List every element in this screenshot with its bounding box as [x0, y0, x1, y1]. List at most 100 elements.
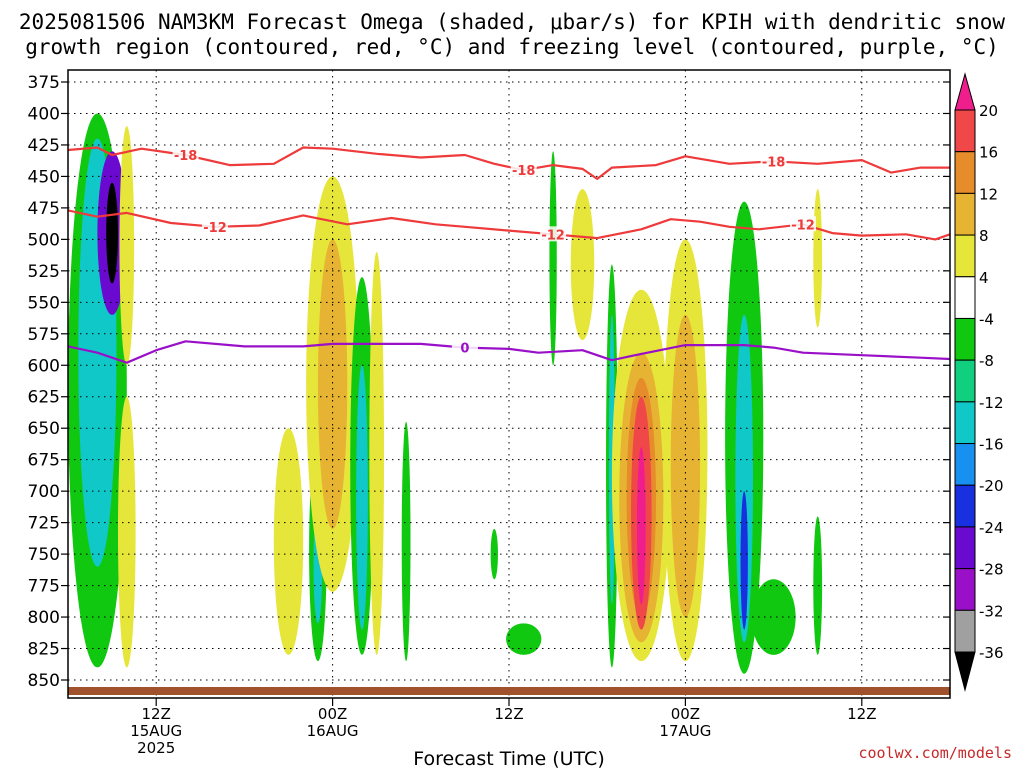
contour-label-bg	[202, 218, 228, 234]
colorbar-box	[954, 526, 976, 570]
x-tick-label: 12Z	[142, 705, 171, 723]
colorbar-tick-label: -4	[979, 310, 994, 328]
x-tick-label: 15AUG	[130, 722, 182, 740]
x-tick-label: 16AUG	[307, 722, 359, 740]
colorbar-box	[954, 234, 976, 278]
contour-label-bg	[510, 162, 537, 178]
x-tick-label: 00Z	[318, 705, 347, 723]
y-tick-label: 700	[28, 482, 60, 502]
contour-label-bg	[790, 216, 816, 232]
y-tick-label: 575	[28, 325, 60, 345]
chart-title-line2: growth region (contoured, red, °C) and f…	[25, 35, 999, 59]
contour-label: -12	[791, 218, 815, 233]
y-tick-label: 425	[28, 136, 60, 156]
x-tick-label: 2025	[137, 739, 175, 757]
omega-cell	[549, 151, 557, 366]
colorbar-tick-label: 4	[979, 269, 989, 287]
omega-cell	[273, 428, 304, 655]
colorbar-box	[954, 151, 976, 194]
colorbar-box	[954, 192, 976, 236]
colorbar-tick-label: -36	[979, 644, 1004, 662]
y-axis-ticks: 375 400 425 450 475 500 525 550 575 600 625 650 675 7…	[28, 73, 950, 691]
y-tick-label: 475	[28, 199, 60, 219]
omega-cell	[813, 189, 823, 328]
y-tick-label: 400	[28, 104, 60, 124]
contour-label-bg	[540, 226, 567, 242]
y-tick-label: 525	[28, 262, 60, 282]
colorbar-box	[954, 359, 976, 403]
contour-label: 0	[460, 342, 469, 357]
colorbar-box	[954, 443, 976, 486]
omega-cell	[740, 491, 748, 630]
x-tick-label: 00Z	[671, 705, 700, 723]
x-tick-label: 12Z	[494, 705, 523, 723]
contour-label: -12	[541, 228, 565, 243]
colorbar-tick-label: 8	[979, 227, 989, 245]
temperature-contours: -18 -18 -18 -12 -12 -12 0	[68, 146, 950, 364]
y-tick-label: 450	[28, 167, 60, 187]
omega-cell	[506, 623, 542, 655]
colorbar-box	[954, 109, 976, 153]
y-tick-label: 550	[28, 293, 60, 313]
chart-title-line1: 2025081506 NAM3KM Forecast Omega (shaded…	[19, 10, 1006, 34]
omega-cell	[317, 239, 348, 529]
colorbar-top-arrow	[954, 72, 976, 111]
colorbar-tick-label: -20	[979, 477, 1004, 495]
omega-cell	[670, 314, 701, 618]
contour-label-bg	[760, 153, 787, 169]
omega-cell	[735, 314, 754, 643]
colorbar-box	[954, 401, 976, 445]
y-tick-label: 850	[28, 671, 60, 691]
y-tick-label: 725	[28, 514, 60, 534]
y-tick-label: 750	[28, 545, 60, 565]
contour-label: -12	[203, 221, 227, 236]
colorbar-box	[954, 317, 976, 361]
omega-cell	[401, 421, 411, 662]
contour-label: -18	[762, 155, 786, 170]
contour-label-bg	[172, 147, 199, 163]
colorbar-box	[954, 484, 976, 528]
colorbar-tick-label: -32	[979, 602, 1004, 620]
x-tick-label: 17AUG	[659, 722, 711, 740]
omega-cell	[119, 126, 135, 366]
y-tick-label: 825	[28, 640, 60, 660]
contour-label-bg	[451, 339, 478, 355]
y-tick-label: 375	[28, 73, 60, 93]
colorbar-tick-label: 16	[979, 144, 998, 162]
omega-cell	[636, 447, 646, 605]
colorbar-tick-label: -28	[979, 561, 1004, 579]
y-tick-label: 625	[28, 388, 60, 408]
freezing-level-line	[68, 340, 950, 364]
contour-label: -18	[174, 149, 198, 164]
omega-cell	[356, 365, 368, 630]
y-tick-label: 800	[28, 608, 60, 628]
colorbar-box	[954, 276, 976, 319]
colorbar-tick-label: 20	[979, 102, 998, 120]
colorbar-tick-label: -12	[979, 394, 1004, 412]
x-axis-label: Forecast Time (UTC)	[413, 748, 604, 768]
colorbar-tick-label: -16	[979, 436, 1004, 454]
colorbar-bottom-arrow	[954, 651, 976, 692]
dgz-contour-line	[68, 146, 950, 180]
omega-shading	[68, 113, 823, 674]
omega-cell	[106, 182, 118, 284]
colorbar-box	[954, 609, 976, 653]
y-tick-label: 600	[28, 356, 60, 376]
credit-text: coolwx.com/models	[858, 744, 1012, 762]
colorbar: 20 16 12 8 4 -4 -8 -12 -16 -20 -24 -28 -32 -36	[954, 72, 1004, 692]
y-tick-label: 775	[28, 577, 60, 597]
contour-label: -18	[512, 164, 536, 179]
y-tick-label: 500	[28, 230, 60, 250]
colorbar-box	[954, 568, 976, 611]
omega-cell	[570, 189, 595, 341]
x-tick-label: 12Z	[847, 705, 876, 723]
colorbar-tick-label: -24	[979, 519, 1004, 537]
omega-cell	[751, 579, 796, 655]
omega-cell	[813, 516, 823, 655]
gridlines	[68, 70, 950, 698]
omega-cell	[117, 396, 136, 668]
y-tick-label: 675	[28, 451, 60, 471]
ground-surface	[68, 687, 950, 695]
